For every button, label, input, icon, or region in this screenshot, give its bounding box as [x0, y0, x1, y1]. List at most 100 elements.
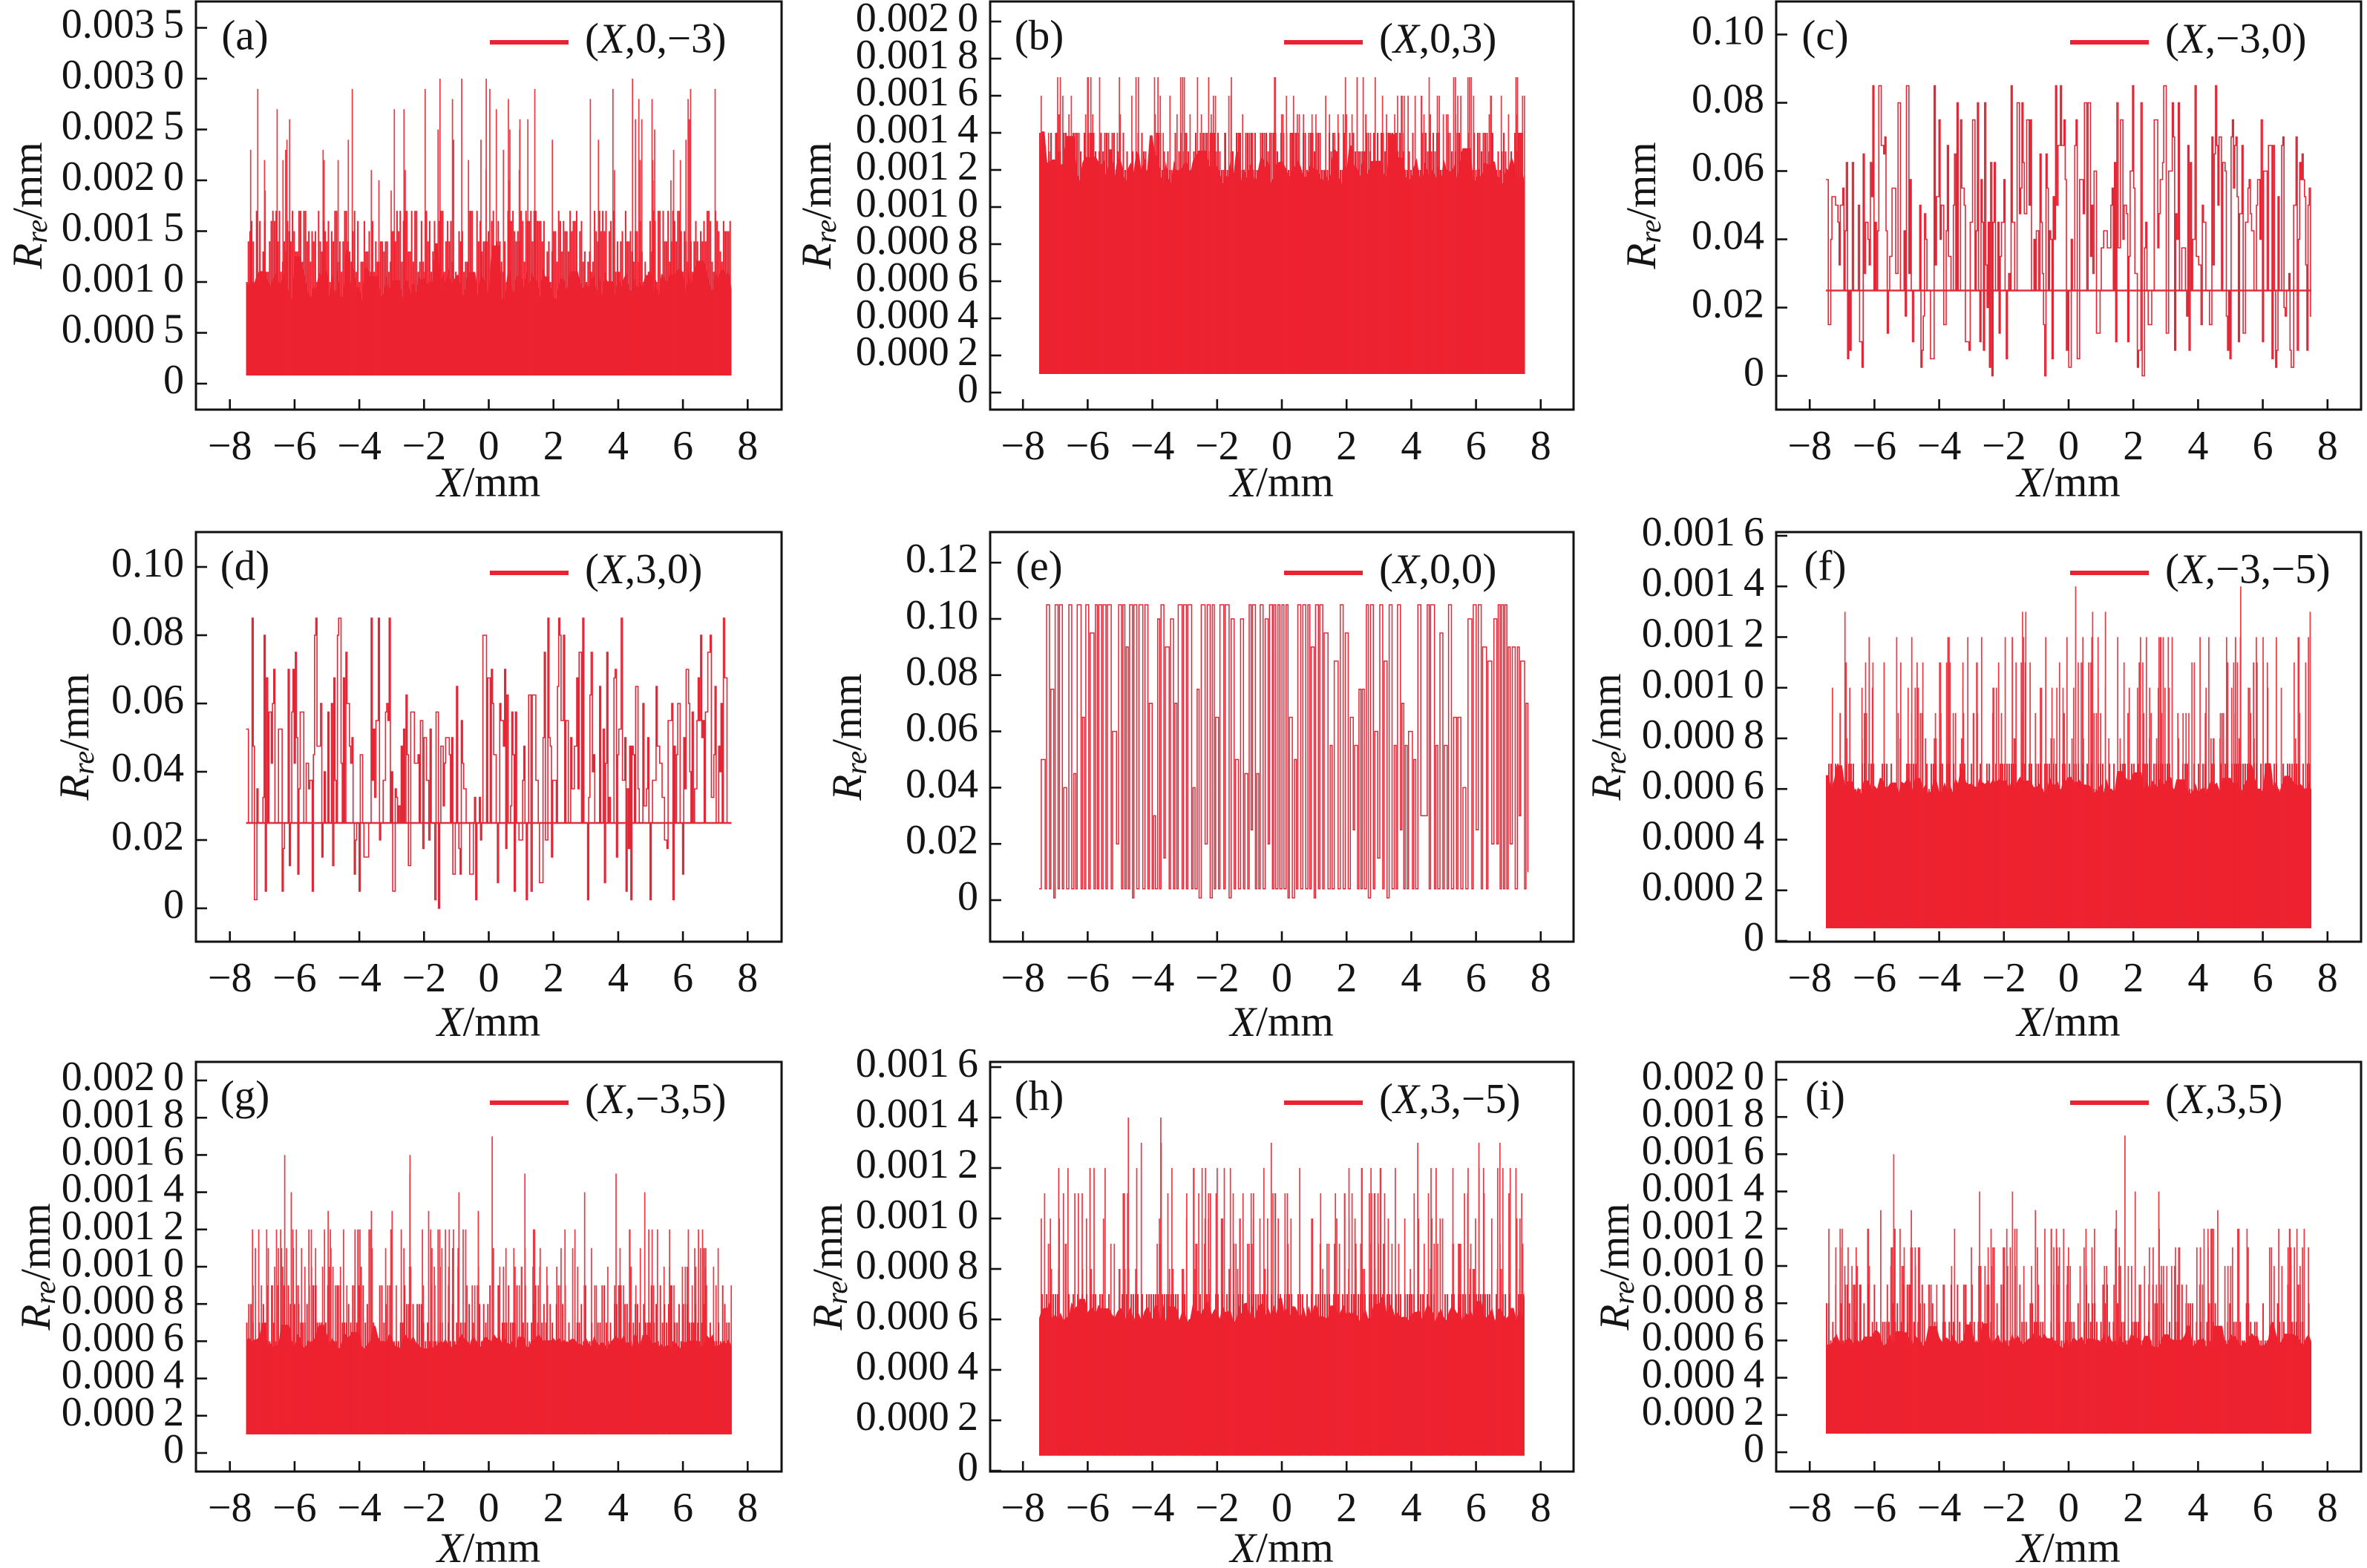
svg-text:8: 8: [1530, 1485, 1551, 1531]
svg-text:0.000 4: 0.000 4: [856, 292, 978, 338]
svg-text:−2: −2: [1195, 1485, 1240, 1531]
svg-text:6: 6: [2253, 423, 2273, 469]
svg-text:−8: −8: [208, 1485, 252, 1531]
svg-text:8: 8: [2317, 423, 2338, 469]
svg-text:0.001 0: 0.001 0: [62, 255, 184, 301]
svg-text:−6: −6: [1066, 955, 1110, 1001]
svg-text:0: 0: [163, 1426, 184, 1472]
svg-text:0.08: 0.08: [1692, 76, 1764, 122]
svg-text:0.000 6: 0.000 6: [1642, 762, 1764, 808]
svg-text:0.000 6: 0.000 6: [856, 255, 978, 301]
svg-text:0: 0: [1271, 423, 1292, 469]
svg-text:(d): (d): [220, 543, 269, 590]
svg-text:0.001 8: 0.001 8: [62, 1091, 184, 1137]
svg-text:0.04: 0.04: [906, 761, 978, 807]
svg-text:0.001 6: 0.001 6: [1642, 509, 1764, 555]
svg-text:(g): (g): [220, 1073, 269, 1120]
svg-text:0.003 5: 0.003 5: [62, 1, 184, 47]
svg-text:0: 0: [957, 366, 978, 412]
svg-text:−4: −4: [337, 1485, 382, 1531]
svg-text:0.001 0: 0.001 0: [856, 180, 978, 226]
svg-text:X/mm: X/mm: [1228, 1525, 1333, 1568]
svg-text:0: 0: [1271, 1485, 1292, 1531]
svg-text:4: 4: [608, 1485, 629, 1531]
svg-text:0.001 2: 0.001 2: [1642, 611, 1764, 657]
svg-text:0.001 2: 0.001 2: [62, 1203, 184, 1249]
svg-text:−8: −8: [208, 955, 252, 1001]
svg-text:6: 6: [672, 955, 693, 1001]
svg-text:0.002 0: 0.002 0: [856, 0, 978, 41]
svg-text:0.000 2: 0.000 2: [1642, 864, 1764, 910]
svg-text:0.001 8: 0.001 8: [856, 32, 978, 78]
svg-text:X/mm: X/mm: [2015, 999, 2120, 1046]
svg-text:4: 4: [2187, 1485, 2208, 1531]
svg-text:0: 0: [1744, 1426, 1764, 1472]
svg-text:4: 4: [2187, 423, 2208, 469]
svg-text:2: 2: [543, 1485, 564, 1531]
svg-text:−2: −2: [1982, 955, 2026, 1001]
svg-text:(c): (c): [1801, 13, 1848, 59]
svg-text:0.002 0: 0.002 0: [1642, 1053, 1764, 1099]
svg-text:0: 0: [479, 1485, 500, 1531]
svg-text:Rre/mm: Rre/mm: [793, 142, 842, 269]
svg-text:0.000 8: 0.000 8: [856, 217, 978, 263]
svg-text:0.001 0: 0.001 0: [856, 1192, 978, 1238]
svg-text:0.001 0: 0.001 0: [1642, 661, 1764, 707]
svg-text:0.000 6: 0.000 6: [1642, 1313, 1764, 1359]
svg-text:8: 8: [1530, 955, 1551, 1001]
svg-text:0.000 4: 0.000 4: [1642, 813, 1764, 859]
svg-text:(a): (a): [221, 13, 268, 59]
svg-text:−8: −8: [208, 423, 252, 469]
svg-text:6: 6: [2253, 955, 2273, 1001]
svg-text:6: 6: [2253, 1485, 2273, 1531]
svg-text:−4: −4: [337, 955, 382, 1001]
svg-text:8: 8: [737, 955, 758, 1001]
svg-text:6: 6: [672, 1485, 693, 1531]
svg-text:4: 4: [608, 955, 629, 1001]
svg-text:−4: −4: [1130, 1485, 1175, 1531]
svg-text:4: 4: [1401, 955, 1421, 1001]
svg-text:0.002 5: 0.002 5: [62, 103, 184, 149]
svg-text:0.001 6: 0.001 6: [856, 69, 978, 115]
svg-text:0.001 6: 0.001 6: [856, 1040, 978, 1086]
svg-text:0.003 0: 0.003 0: [62, 52, 184, 98]
svg-text:0.000 2: 0.000 2: [856, 329, 978, 375]
svg-text:X/mm: X/mm: [1228, 459, 1333, 506]
svg-text:4: 4: [1401, 423, 1421, 469]
svg-text:0.001 5: 0.001 5: [62, 205, 184, 251]
svg-text:0.08: 0.08: [111, 608, 184, 655]
svg-text:2: 2: [2123, 423, 2144, 469]
svg-text:0.000 4: 0.000 4: [1642, 1351, 1764, 1397]
svg-text:8: 8: [1530, 423, 1551, 469]
svg-text:0.001 4: 0.001 4: [1642, 560, 1764, 606]
svg-text:8: 8: [2317, 955, 2338, 1001]
svg-text:X/mm: X/mm: [1228, 999, 1333, 1046]
svg-text:−8: −8: [1787, 955, 1832, 1001]
svg-text:Rre/mm: Rre/mm: [4, 142, 53, 269]
svg-text:−4: −4: [1917, 423, 1962, 469]
svg-text:0: 0: [479, 423, 500, 469]
svg-text:X/mm: X/mm: [436, 999, 540, 1046]
svg-text:0.02: 0.02: [1692, 281, 1764, 327]
svg-text:(h): (h): [1015, 1073, 1064, 1120]
svg-text:6: 6: [1466, 1485, 1487, 1531]
svg-text:2: 2: [2123, 955, 2144, 1001]
svg-text:0: 0: [163, 357, 184, 403]
svg-text:(b): (b): [1015, 13, 1064, 59]
svg-text:0.000 2: 0.000 2: [856, 1394, 978, 1440]
svg-text:0.06: 0.06: [1692, 145, 1764, 191]
svg-text:0.001 8: 0.001 8: [1642, 1090, 1764, 1136]
svg-text:6: 6: [1466, 423, 1487, 469]
svg-text:2: 2: [1336, 955, 1357, 1001]
svg-text:0: 0: [479, 955, 500, 1001]
svg-text:(e): (e): [1015, 543, 1062, 590]
svg-text:−6: −6: [272, 955, 317, 1001]
svg-text:X/mm: X/mm: [2015, 1525, 2120, 1568]
svg-text:−8: −8: [1001, 423, 1045, 469]
svg-text:Rre/mm: Rre/mm: [1618, 142, 1667, 269]
svg-text:−8: −8: [1787, 1485, 1832, 1531]
svg-text:0.001 0: 0.001 0: [62, 1240, 184, 1286]
svg-text:0.10: 0.10: [111, 540, 184, 586]
svg-text:0.002 0: 0.002 0: [62, 1054, 184, 1100]
svg-text:X/mm: X/mm: [436, 1525, 540, 1568]
